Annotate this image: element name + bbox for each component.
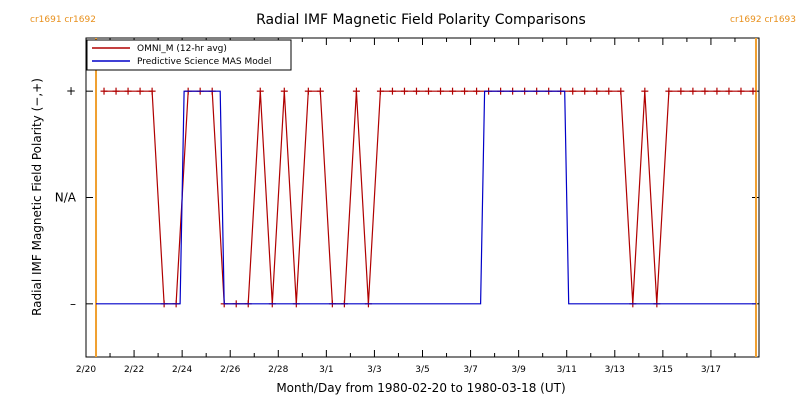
- x-tick-label: 2/22: [124, 365, 144, 375]
- omni-point: [449, 87, 457, 95]
- omni-point: [352, 87, 360, 95]
- omni-point: [713, 87, 721, 95]
- x-tick-label: 2/28: [268, 365, 288, 375]
- omni-point: [124, 87, 132, 95]
- y-tick-label: N/A: [55, 191, 77, 205]
- omni-point: [100, 87, 108, 95]
- omni-point: [581, 87, 589, 95]
- legend-label-omni: OMNI_M (12-hr avg): [137, 44, 227, 54]
- omni-point: [112, 87, 120, 95]
- omni-point: [148, 87, 156, 95]
- omni-point: [304, 87, 312, 95]
- carrington-label: cr1692 cr1693: [730, 15, 796, 25]
- omni-point: [437, 87, 445, 95]
- chart-title: Radial IMF Magnetic Field Polarity Compa…: [256, 12, 586, 28]
- omni-point: [376, 87, 384, 95]
- omni-point: [400, 87, 408, 95]
- legend-box: [86, 39, 292, 71]
- y-tick-label: +: [66, 84, 76, 98]
- omni-point: [641, 87, 649, 95]
- omni-point: [280, 87, 288, 95]
- x-tick-label: 2/24: [172, 365, 192, 375]
- omni-point: [665, 87, 673, 95]
- x-tick-label: 3/3: [367, 365, 381, 375]
- x-tick-label: 3/13: [605, 365, 625, 375]
- omni-point: [689, 87, 697, 95]
- omni-point: [256, 87, 264, 95]
- omni-point: [701, 87, 709, 95]
- omni-point: [677, 87, 685, 95]
- omni-point: [136, 87, 144, 95]
- omni-point: [749, 87, 757, 95]
- y-axis-label: Radial IMF Magnetic Field Polarity (−,+): [30, 78, 44, 316]
- x-tick-label: 3/17: [701, 365, 721, 375]
- omni-point: [569, 87, 577, 95]
- x-axis-label: Month/Day from 1980-02-20 to 1980-03-18 …: [276, 381, 565, 395]
- y-axis: + N/A –: [55, 84, 759, 311]
- x-tick-label: 3/15: [653, 365, 673, 375]
- series-line-mas: [96, 90, 756, 305]
- x-tick-label: 3/7: [463, 365, 477, 375]
- omni-point: [617, 87, 625, 95]
- omni-point: [461, 87, 469, 95]
- omni-point: [473, 87, 481, 95]
- x-axis: 2/20 2/22 2/24 2/26 2/28 3/1 3/3 3/5 3/7 3/9 3/11 3…: [76, 38, 760, 375]
- y-tick-label: –: [70, 297, 76, 311]
- legend-label-mas: Predictive Science MAS Model: [137, 57, 272, 67]
- x-tick-label: 3/9: [511, 365, 526, 375]
- omni-point: [593, 87, 601, 95]
- series-layer: [96, 87, 757, 308]
- omni-point: [388, 87, 396, 95]
- omni-point: [737, 87, 745, 95]
- omni-point: [412, 87, 420, 95]
- x-tick-label: 3/1: [319, 365, 333, 375]
- omni-point: [605, 87, 613, 95]
- x-tick-label: 2/26: [220, 365, 240, 375]
- x-tick-label: 2/20: [76, 365, 96, 375]
- omni-point: [425, 87, 433, 95]
- carrington-label: cr1691 cr1692: [30, 15, 96, 25]
- omni-point: [316, 87, 324, 95]
- legend: OMNI_M (12-hr avg) Predictive Science MA…: [86, 39, 292, 71]
- omni-point: [725, 87, 733, 95]
- x-tick-label: 3/11: [557, 365, 577, 375]
- x-tick-label: 3/5: [415, 365, 429, 375]
